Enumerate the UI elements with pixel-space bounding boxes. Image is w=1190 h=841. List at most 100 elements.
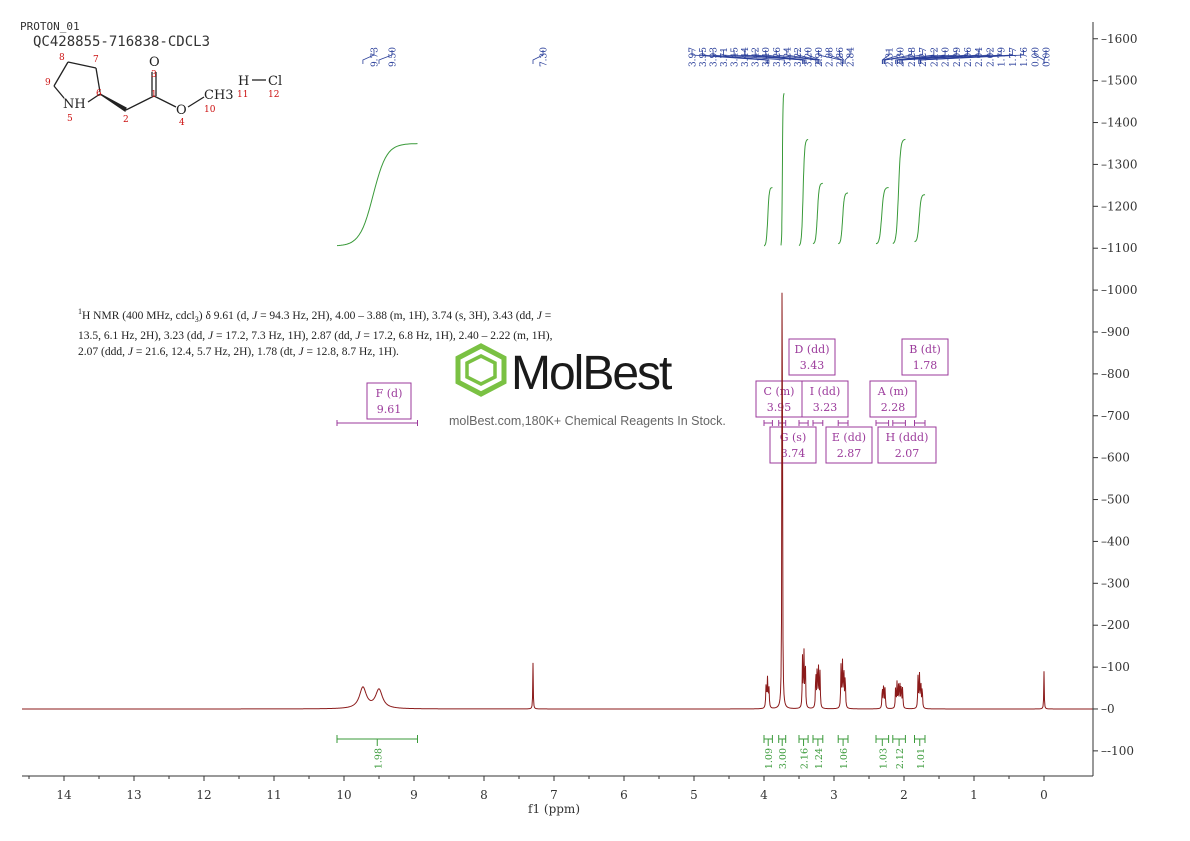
peak-label: 2.86 (836, 47, 846, 67)
multiplet-box (788, 338, 836, 376)
spectrum-trace (22, 292, 1093, 710)
y-tick-label: –200 (1101, 618, 1130, 632)
peak-label-leader (920, 50, 1024, 64)
bond (53, 85, 65, 99)
peak-label-text: 2.90 (815, 47, 825, 67)
multiplet-type: C (m) (764, 385, 795, 398)
multiplet-G: G (s) 3.74 (769, 420, 817, 464)
integral-curve (875, 187, 889, 245)
x-tick-label: 8 (480, 788, 488, 802)
integral-curve (837, 192, 848, 245)
peak-label-leader (818, 50, 842, 64)
y-tick-label: –1200 (1101, 199, 1138, 213)
integral-3: 2.16 (798, 735, 811, 769)
peak-label-text: 2.31 (886, 47, 896, 67)
sample-id: QC428855-716838-CDCL3 (33, 34, 211, 50)
bond (95, 67, 101, 93)
peak-label-leader (691, 50, 767, 64)
multiplet-F: F (d) 9.61 (336, 382, 418, 426)
peak-label: 3.95 (699, 47, 768, 67)
x-tick-label: 2 (900, 788, 908, 802)
peak-label: 2.84 (844, 47, 857, 67)
x-tick-label: 1 (970, 788, 978, 802)
peak-label: 2.02 (902, 47, 996, 67)
peak-label-leader (882, 50, 901, 64)
peak-label-text: 3.93 (710, 47, 720, 67)
peak-label-text: 1.76 (1020, 47, 1030, 67)
atom-h: H (238, 74, 249, 89)
atom-number: 6 (96, 89, 102, 99)
peak-label-leader (765, 50, 807, 64)
peak-label-text: 3.97 (689, 47, 699, 67)
atom-number: 12 (268, 90, 279, 100)
x-tick-label: 0 (1040, 788, 1048, 802)
peak-label-leader (895, 50, 935, 64)
peak-label-text: 2.84 (847, 47, 857, 67)
integral-1: 1.09 (763, 735, 775, 769)
peak-label-leader (844, 50, 851, 64)
multiplet-shift: 3.74 (781, 447, 806, 460)
multiplet-shift: 3.23 (813, 401, 838, 414)
integral-value: 3.00 (778, 748, 789, 769)
atom-number: 11 (237, 90, 248, 100)
peak-label-leader (1043, 50, 1047, 64)
multiplet-type: A (m) (877, 385, 908, 398)
peak-label-leader (902, 50, 991, 64)
peak-label-text: 3.26 (773, 47, 783, 67)
peak-label: 3.97 (689, 47, 767, 67)
peak-label-leader (899, 50, 968, 64)
peak-label-text: 3.95 (699, 47, 709, 67)
program-label: PROTON_01 (20, 20, 80, 33)
y-tick-label: –0 (1101, 702, 1115, 716)
multiplet-H: H (ddd) 2.07 (877, 420, 937, 464)
multiplet-C: C (m) 3.95 (755, 380, 803, 426)
x-tick-label: 14 (56, 788, 72, 802)
y-tick-label: –700 (1101, 409, 1130, 423)
bond (153, 95, 177, 108)
peak-label: 3.24 (783, 47, 818, 67)
y-tick-label: –400 (1101, 534, 1130, 548)
peak-label: 3.20 (804, 47, 821, 67)
peak-label: 7.30 (532, 47, 550, 67)
peak-label-text: 3.24 (783, 47, 793, 67)
nmr-summary-text: 1H NMR (400 MHz, cdcl3) δ 9.61 (d, J = 9… (78, 307, 553, 359)
peak-label: 0.00 (1043, 47, 1053, 67)
peak-label-text: 3.42 (752, 47, 762, 67)
x-tick-label: 4 (760, 788, 768, 802)
multiplet-type: I (dd) (810, 385, 841, 398)
x-tick-label: 11 (266, 788, 281, 802)
bond (87, 93, 101, 103)
peak-label: 2.31 (881, 47, 896, 67)
x-tick-label: 5 (690, 788, 698, 802)
x-tick-label: 13 (126, 788, 141, 802)
peak-label: 3.40 (762, 47, 807, 67)
multiplet-box (801, 380, 849, 418)
peak-label-text: 0.00 (1043, 47, 1053, 67)
peak-label-text: 3.44 (741, 47, 751, 67)
watermark-tagline: molBest.com,180K+ Chemical Reagents In S… (449, 414, 726, 428)
multiplet-type: F (d) (376, 387, 403, 400)
peak-label: 2.28 (884, 47, 918, 67)
multiplet-shift: 3.95 (767, 401, 792, 414)
peak-label-text: 2.02 (986, 47, 996, 67)
y-tick-label: –-100 (1101, 744, 1134, 758)
peak-label-text: 9.50 (389, 47, 399, 67)
bond (125, 95, 155, 111)
peak-label: 2.88 (825, 47, 843, 67)
y-tick-label: –800 (1101, 367, 1130, 381)
x-tick-label: 12 (196, 788, 211, 802)
peak-label-leader (884, 50, 924, 64)
bond (187, 96, 205, 108)
multiplet-B: B (dt) 1.78 (901, 338, 949, 426)
peak-label-text: 9.73 (371, 47, 381, 67)
integral-value: 2.12 (895, 748, 906, 769)
multiplet-shift: 2.28 (881, 401, 906, 414)
multiplet-type: H (ddd) (886, 431, 929, 444)
bond (53, 61, 69, 87)
x-axis-label: f1 (ppm) (528, 802, 580, 816)
y-tick-label: –1500 (1101, 74, 1138, 88)
multiplet-I: I (dd) 3.23 (801, 380, 849, 426)
peak-label-leader (884, 50, 912, 64)
peak-label-leader (839, 50, 845, 64)
